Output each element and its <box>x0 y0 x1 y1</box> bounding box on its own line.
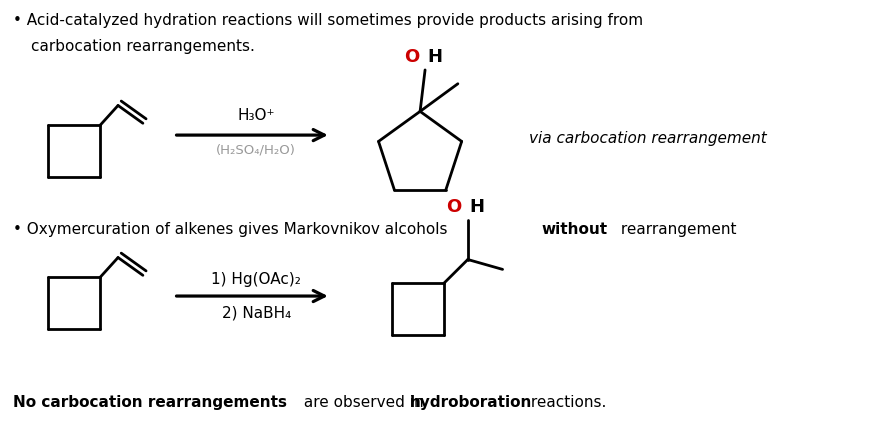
Text: • Oxymercuration of alkenes gives Markovnikov alcohols: • Oxymercuration of alkenes gives Markov… <box>13 222 452 237</box>
Text: • Acid-catalyzed hydration reactions will sometimes provide products arising fro: • Acid-catalyzed hydration reactions wil… <box>13 13 643 28</box>
Text: carbocation rearrangements.: carbocation rearrangements. <box>31 39 255 54</box>
Text: 2) NaBH₄: 2) NaBH₄ <box>221 305 290 320</box>
Text: via carbocation rearrangement: via carbocation rearrangement <box>529 130 767 145</box>
Text: O: O <box>404 48 419 66</box>
Text: (H₂SO₄/H₂O): (H₂SO₄/H₂O) <box>216 143 296 156</box>
Text: without: without <box>542 222 608 237</box>
Text: H₃O⁺: H₃O⁺ <box>237 108 275 123</box>
Text: hydroboration: hydroboration <box>410 395 533 410</box>
Text: reactions.: reactions. <box>527 395 607 410</box>
Text: H: H <box>427 48 442 66</box>
Text: O: O <box>446 198 462 216</box>
Text: rearrangement: rearrangement <box>616 222 736 237</box>
Text: No carbocation rearrangements: No carbocation rearrangements <box>13 395 287 410</box>
Text: are observed in: are observed in <box>299 395 428 410</box>
Text: H: H <box>470 198 485 216</box>
Text: 1) Hg(OAc)₂: 1) Hg(OAc)₂ <box>211 272 301 287</box>
